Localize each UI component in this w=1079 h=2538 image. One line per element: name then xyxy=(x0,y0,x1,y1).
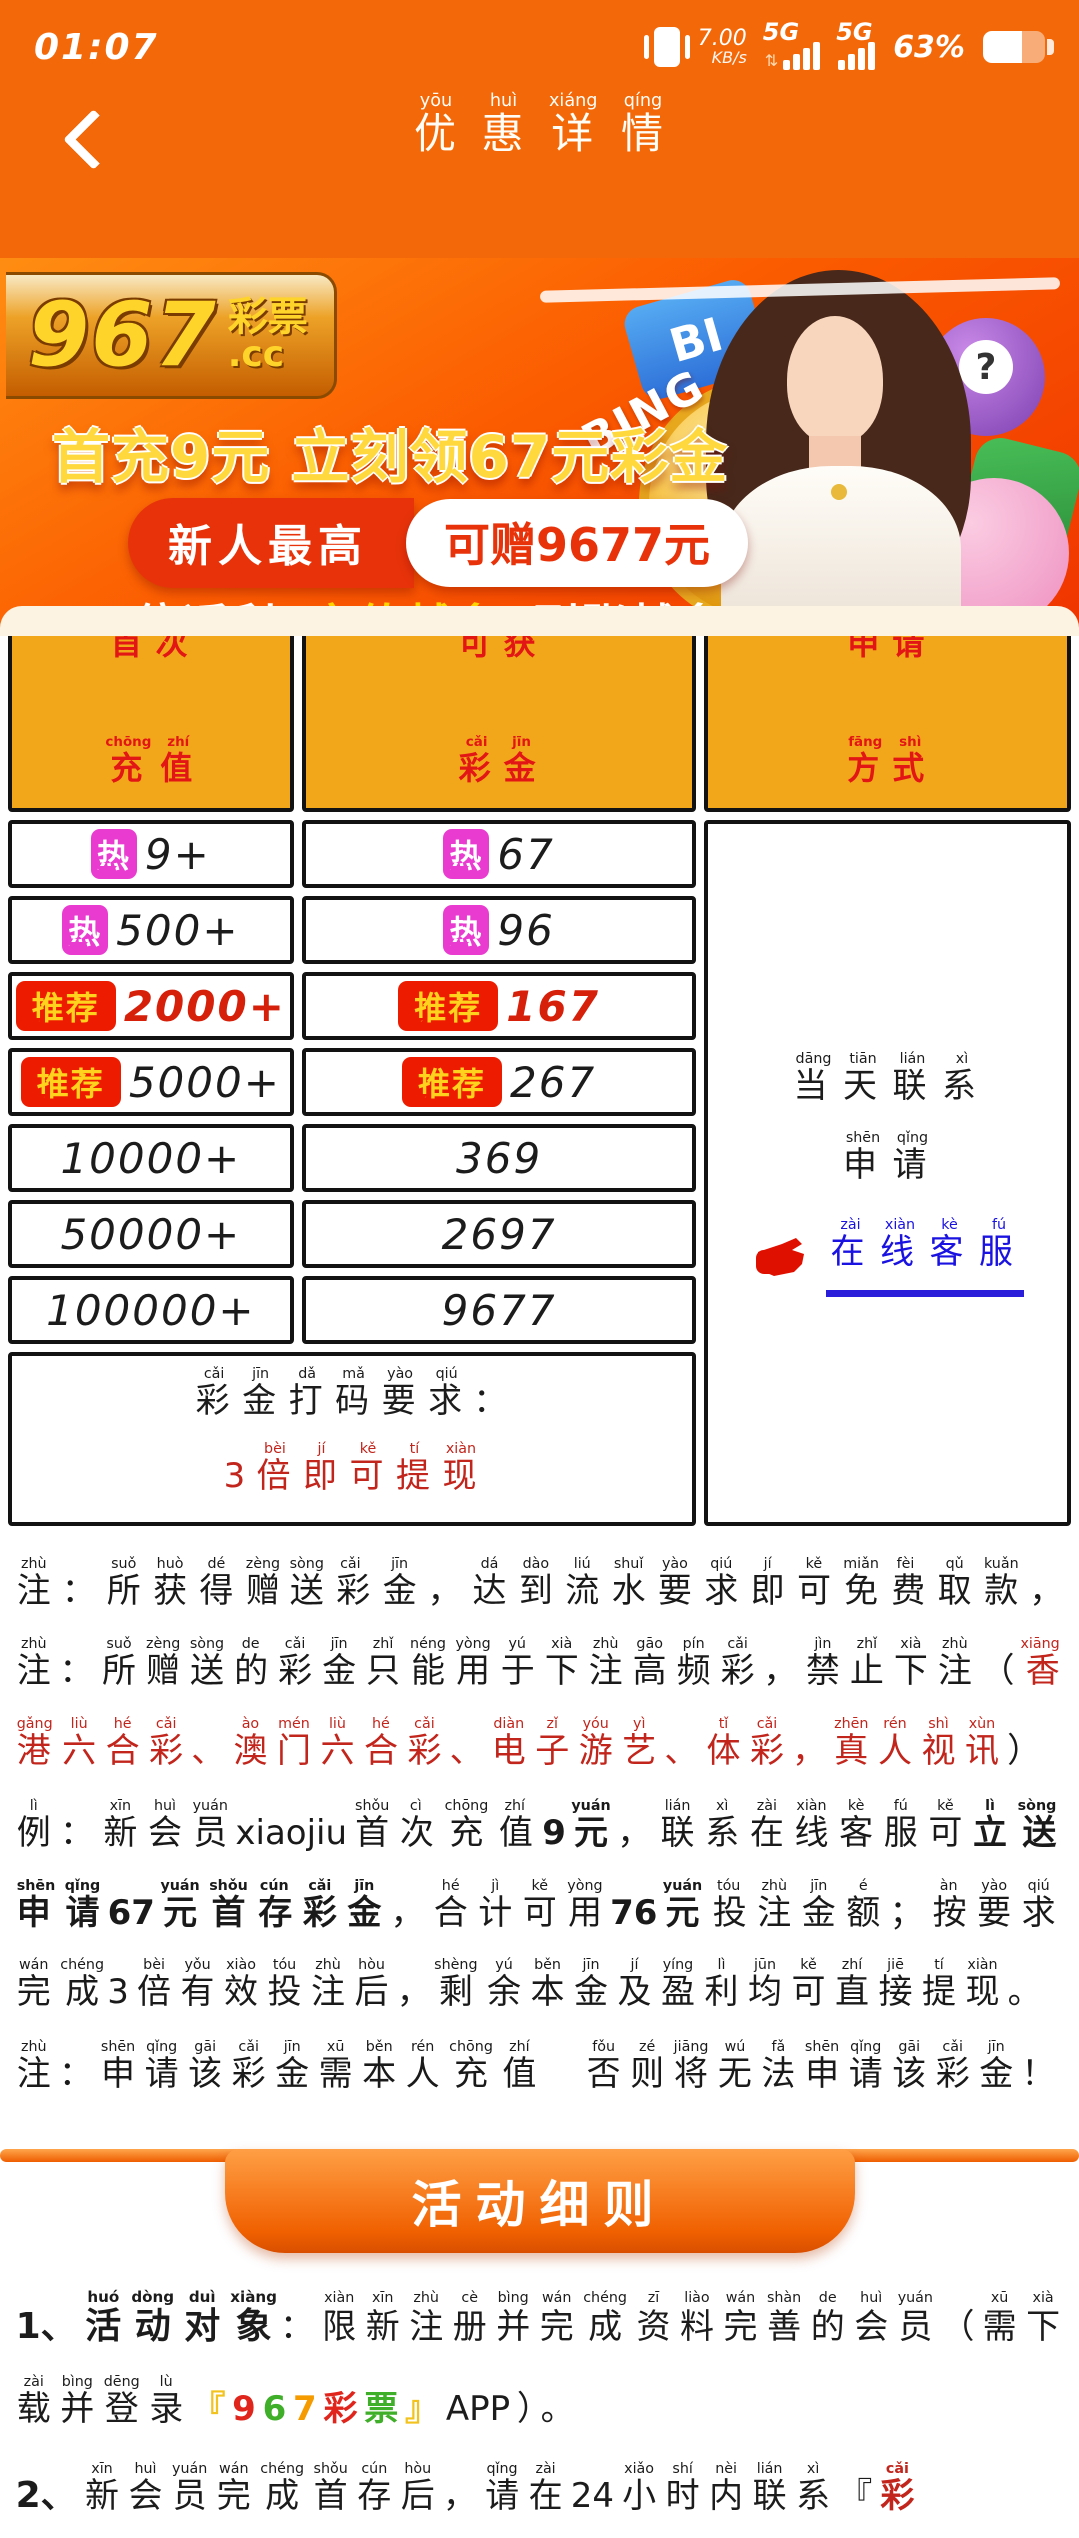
notes-section: 注zhù： 所suǒ获huò得dé赠zèng送sòng彩cǎi金jīn， 达dá到d… xyxy=(0,1526,1079,2115)
bonus-table: 首shǒu次cì充chōng值zhí 可kě获huò彩cǎi金jīn 申shēn… xyxy=(8,602,1071,1526)
network-speed: 7.00 KB/s xyxy=(697,26,747,68)
max-bonus-pill: 可赠9677元 xyxy=(406,499,749,587)
apply-line1: 当dāng天tiān联lián系xì xyxy=(793,1051,982,1107)
rule-item-1: 1、 活huó动dòng对duì象xiàng： 限xiàn新xīn注zhù册cè并b… xyxy=(15,2288,1061,2429)
note-example: 例lì： 新xīn会huì员yuánxiaojiu 首shǒu次cì充chōng值z… xyxy=(16,1797,1057,2013)
deposit-cell: 50000+ xyxy=(8,1200,294,1269)
signal-sim1: 5G ⇅ xyxy=(763,18,821,70)
rules-ribbon-title: 活动细则 xyxy=(411,2176,668,2235)
recommend-badge: 推荐 xyxy=(15,981,116,1032)
hot-badge: 热 xyxy=(62,905,109,956)
deposit-cell: 推荐 5000+ xyxy=(8,1048,294,1117)
apply-line2: 申shēn请qǐng xyxy=(842,1129,933,1185)
banner-headline: 首充9元 立刻领67元彩金 xyxy=(52,423,729,491)
rules-section: 1、 活huó动dòng对duì象xiàng： 限xiàn新xīn注zhù册cè并b… xyxy=(0,2257,1079,2538)
hot-badge: 热 xyxy=(443,905,490,956)
wager-requirement-cell: 彩cǎi金jīn打dǎ码mǎ要yào求qiú： 3 倍bèi即jí可kě提tí现xi… xyxy=(8,1352,697,1526)
note-self-deposit: 注zhù： 申shēn请qǐng该gāi彩cǎi金jīn需xū本běn人rén充c… xyxy=(16,2039,1056,2095)
bonus-cell: 推荐 167 xyxy=(301,972,697,1041)
status-bar: 01:07 7.00 KB/s 5G ⇅ 5G 63% xyxy=(0,0,1079,80)
signal-sim2: 5G xyxy=(836,18,876,70)
bonus-cell: 热 67 xyxy=(301,820,697,889)
recommend-badge: 推荐 xyxy=(20,1057,121,1108)
data-updown-icon: ⇅ xyxy=(764,51,779,70)
banner-pills: 新人最高 可赠9677元 xyxy=(128,498,749,588)
note-general: 注zhù： 所suǒ获huò得dé赠zèng送sòng彩cǎi金jīn， 达dá到d… xyxy=(16,1555,1064,1771)
app-header: 01:07 7.00 KB/s 5G ⇅ 5G 63% xyxy=(0,0,1079,258)
vibrate-mode-icon xyxy=(643,27,690,67)
header-method: 申shēn请qǐng方fāng式shì xyxy=(704,602,1071,813)
nav-bar: 优yōu惠huì详xiáng情qíng xyxy=(0,80,1079,230)
signal-bars-icon xyxy=(838,42,876,70)
deposit-cell: 10000+ xyxy=(8,1124,294,1193)
bonus-cell: 热 96 xyxy=(301,896,697,965)
page-title: 优yōu惠huì详xiáng情qíng xyxy=(413,91,665,158)
bonus-cell: 369 xyxy=(301,1124,697,1193)
brand-logo: 967 彩票 .cc xyxy=(6,272,337,399)
deposit-cell: 推荐 2000+ xyxy=(8,972,294,1041)
signal-bars-icon xyxy=(783,42,821,70)
banner-bottom-band xyxy=(0,606,1079,636)
deposit-cell: 热 9+ xyxy=(8,820,294,889)
hot-badge: 热 xyxy=(90,829,137,880)
apply-method-cell: 当dāng天tiān联lián系xì 申shēn请qǐng 在zài线xiàn客… xyxy=(704,820,1071,1526)
online-service-link[interactable]: 在zài线xiàn客kè服fú xyxy=(825,1217,1024,1298)
bonus-cell: 2697 xyxy=(301,1200,697,1269)
clock: 01:07 xyxy=(34,26,159,68)
pointer-hand-icon xyxy=(755,1237,804,1276)
rules-ribbon: 活动细则 xyxy=(224,2149,855,2254)
hot-badge: 热 xyxy=(443,829,490,880)
deposit-cell: 100000+ xyxy=(8,1276,294,1345)
bonus-cell: 推荐 267 xyxy=(301,1048,697,1117)
recommend-badge: 推荐 xyxy=(402,1057,503,1108)
battery-percent: 63% xyxy=(893,29,965,65)
battery-icon xyxy=(983,31,1054,63)
rules-ribbon-wrap: 活动细则 xyxy=(0,2149,1079,2257)
deposit-cell: 热 500+ xyxy=(8,896,294,965)
rule-item-2: 2、 新xīn会huì员yuán完wán成chéng首shǒu存cún后hòu，请… xyxy=(15,2460,915,2516)
promo-banner[interactable]: BI BING 967 彩票 .cc 首充9元 立刻领67元彩金 新人最高 可赠… xyxy=(0,258,1079,636)
recommend-badge: 推荐 xyxy=(398,981,499,1032)
newcomer-pill: 新人最高 xyxy=(128,498,414,588)
bonus-cell: 9677 xyxy=(301,1276,697,1345)
